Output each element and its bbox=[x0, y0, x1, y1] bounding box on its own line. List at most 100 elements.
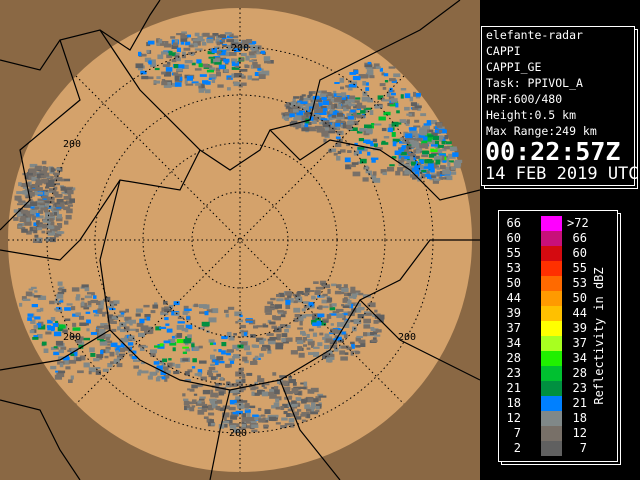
echo-cell bbox=[435, 126, 442, 131]
echo-cell bbox=[104, 355, 109, 359]
echo-cell bbox=[305, 103, 313, 108]
echo-cell bbox=[189, 388, 195, 392]
echo-cell bbox=[341, 313, 348, 316]
echo-cell bbox=[310, 387, 319, 393]
echo-cell bbox=[35, 200, 44, 204]
echo-cell bbox=[191, 62, 196, 66]
echo-cell bbox=[262, 338, 267, 341]
radar-map[interactable]: 200 200 200 200 200 bbox=[0, 0, 480, 480]
echo-cell bbox=[184, 405, 188, 411]
echo-cell bbox=[289, 109, 293, 113]
echo-cell bbox=[43, 179, 49, 185]
echo-cell bbox=[203, 304, 210, 309]
echo-cell bbox=[337, 115, 345, 120]
legend-low-value: 55 bbox=[506, 246, 521, 260]
echo-cell bbox=[264, 409, 271, 414]
echo-cell bbox=[217, 360, 225, 364]
echo-cell bbox=[32, 215, 36, 221]
echo-cell bbox=[175, 57, 181, 62]
echo-cell bbox=[285, 115, 293, 119]
echo-cell bbox=[185, 83, 194, 86]
echo-cell bbox=[44, 216, 50, 220]
echo-cell bbox=[212, 370, 219, 373]
echo-cell bbox=[364, 124, 372, 129]
echo-cell bbox=[44, 200, 52, 204]
echo-cell bbox=[55, 308, 63, 312]
echo-cell bbox=[442, 160, 447, 163]
echo-cell bbox=[53, 186, 58, 190]
echo-cell bbox=[318, 109, 323, 113]
echo-cell bbox=[422, 143, 429, 147]
echo-cell bbox=[408, 167, 415, 170]
echo-cell bbox=[261, 70, 270, 76]
echo-cell bbox=[140, 70, 147, 75]
echo-cell bbox=[337, 322, 344, 327]
echo-cell bbox=[382, 99, 390, 102]
echo-cell bbox=[243, 345, 250, 351]
echo-cell bbox=[342, 298, 348, 303]
echo-cell bbox=[352, 100, 360, 103]
echo-cell bbox=[299, 386, 306, 389]
echo-cell bbox=[350, 81, 358, 84]
echo-cell bbox=[290, 350, 298, 355]
echo-cell bbox=[284, 423, 293, 426]
echo-cell bbox=[448, 160, 454, 163]
echo-cell bbox=[431, 152, 439, 155]
echo-cell bbox=[313, 281, 319, 284]
echo-cell bbox=[18, 182, 22, 187]
echo-cell bbox=[367, 303, 376, 307]
echo-cell bbox=[329, 110, 333, 114]
echo-cell bbox=[57, 281, 63, 286]
echo-cell bbox=[313, 351, 320, 357]
echo-cell bbox=[437, 135, 444, 140]
echo-cell bbox=[257, 375, 261, 380]
echo-cell bbox=[321, 105, 327, 109]
echo-cell bbox=[226, 381, 230, 385]
echo-cell bbox=[368, 170, 372, 176]
echo-cell bbox=[334, 290, 342, 295]
echo-cell bbox=[185, 348, 191, 352]
echo-cell bbox=[64, 307, 71, 311]
legend-low-value: 44 bbox=[506, 291, 521, 305]
legend-color-swatch bbox=[541, 216, 562, 231]
echo-cell bbox=[339, 99, 345, 104]
echo-cell bbox=[270, 297, 276, 301]
echo-cell bbox=[234, 43, 241, 46]
echo-cell bbox=[341, 287, 349, 292]
echo-cell bbox=[149, 349, 157, 354]
echo-cell bbox=[233, 389, 241, 393]
echo-cell bbox=[267, 349, 272, 354]
echo-cell bbox=[30, 201, 38, 206]
echo-cell bbox=[56, 216, 63, 222]
echo-cell bbox=[161, 81, 168, 86]
echo-cell bbox=[423, 123, 432, 126]
echo-cell bbox=[328, 148, 337, 153]
echo-cell bbox=[272, 372, 277, 376]
echo-cell bbox=[33, 324, 38, 329]
echo-cell bbox=[370, 327, 375, 330]
echo-cell bbox=[144, 57, 152, 62]
echo-cell bbox=[324, 344, 330, 349]
echo-cell bbox=[377, 95, 384, 100]
echo-cell bbox=[381, 142, 389, 145]
echo-cell bbox=[262, 344, 270, 349]
legend-row: 66 >72 bbox=[499, 216, 589, 231]
echo-cell bbox=[173, 371, 180, 375]
echo-cell bbox=[342, 315, 346, 321]
echo-cell bbox=[288, 376, 293, 379]
echo-cell bbox=[171, 44, 179, 49]
radar-name: elefante-radar bbox=[486, 28, 583, 42]
echo-cell bbox=[98, 304, 104, 310]
echo-cell bbox=[44, 212, 51, 217]
legend-row: 55 60 bbox=[499, 246, 589, 261]
echo-cell bbox=[146, 316, 151, 321]
echo-cell bbox=[110, 342, 118, 347]
echo-cell bbox=[192, 358, 197, 363]
echo-cell bbox=[351, 293, 358, 298]
echo-cell bbox=[344, 352, 349, 355]
echo-cell bbox=[163, 301, 168, 305]
echo-cell bbox=[21, 228, 28, 233]
echo-cell bbox=[49, 212, 53, 217]
echo-cell bbox=[357, 150, 362, 154]
